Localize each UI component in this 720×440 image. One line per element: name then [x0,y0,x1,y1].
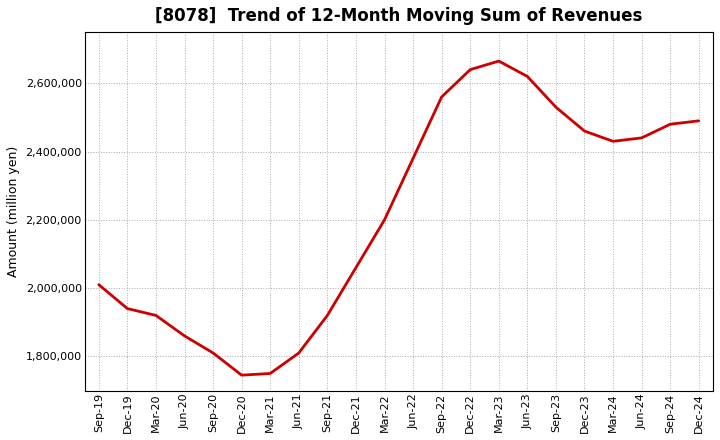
Y-axis label: Amount (million yen): Amount (million yen) [7,146,20,277]
Title: [8078]  Trend of 12-Month Moving Sum of Revenues: [8078] Trend of 12-Month Moving Sum of R… [155,7,642,25]
